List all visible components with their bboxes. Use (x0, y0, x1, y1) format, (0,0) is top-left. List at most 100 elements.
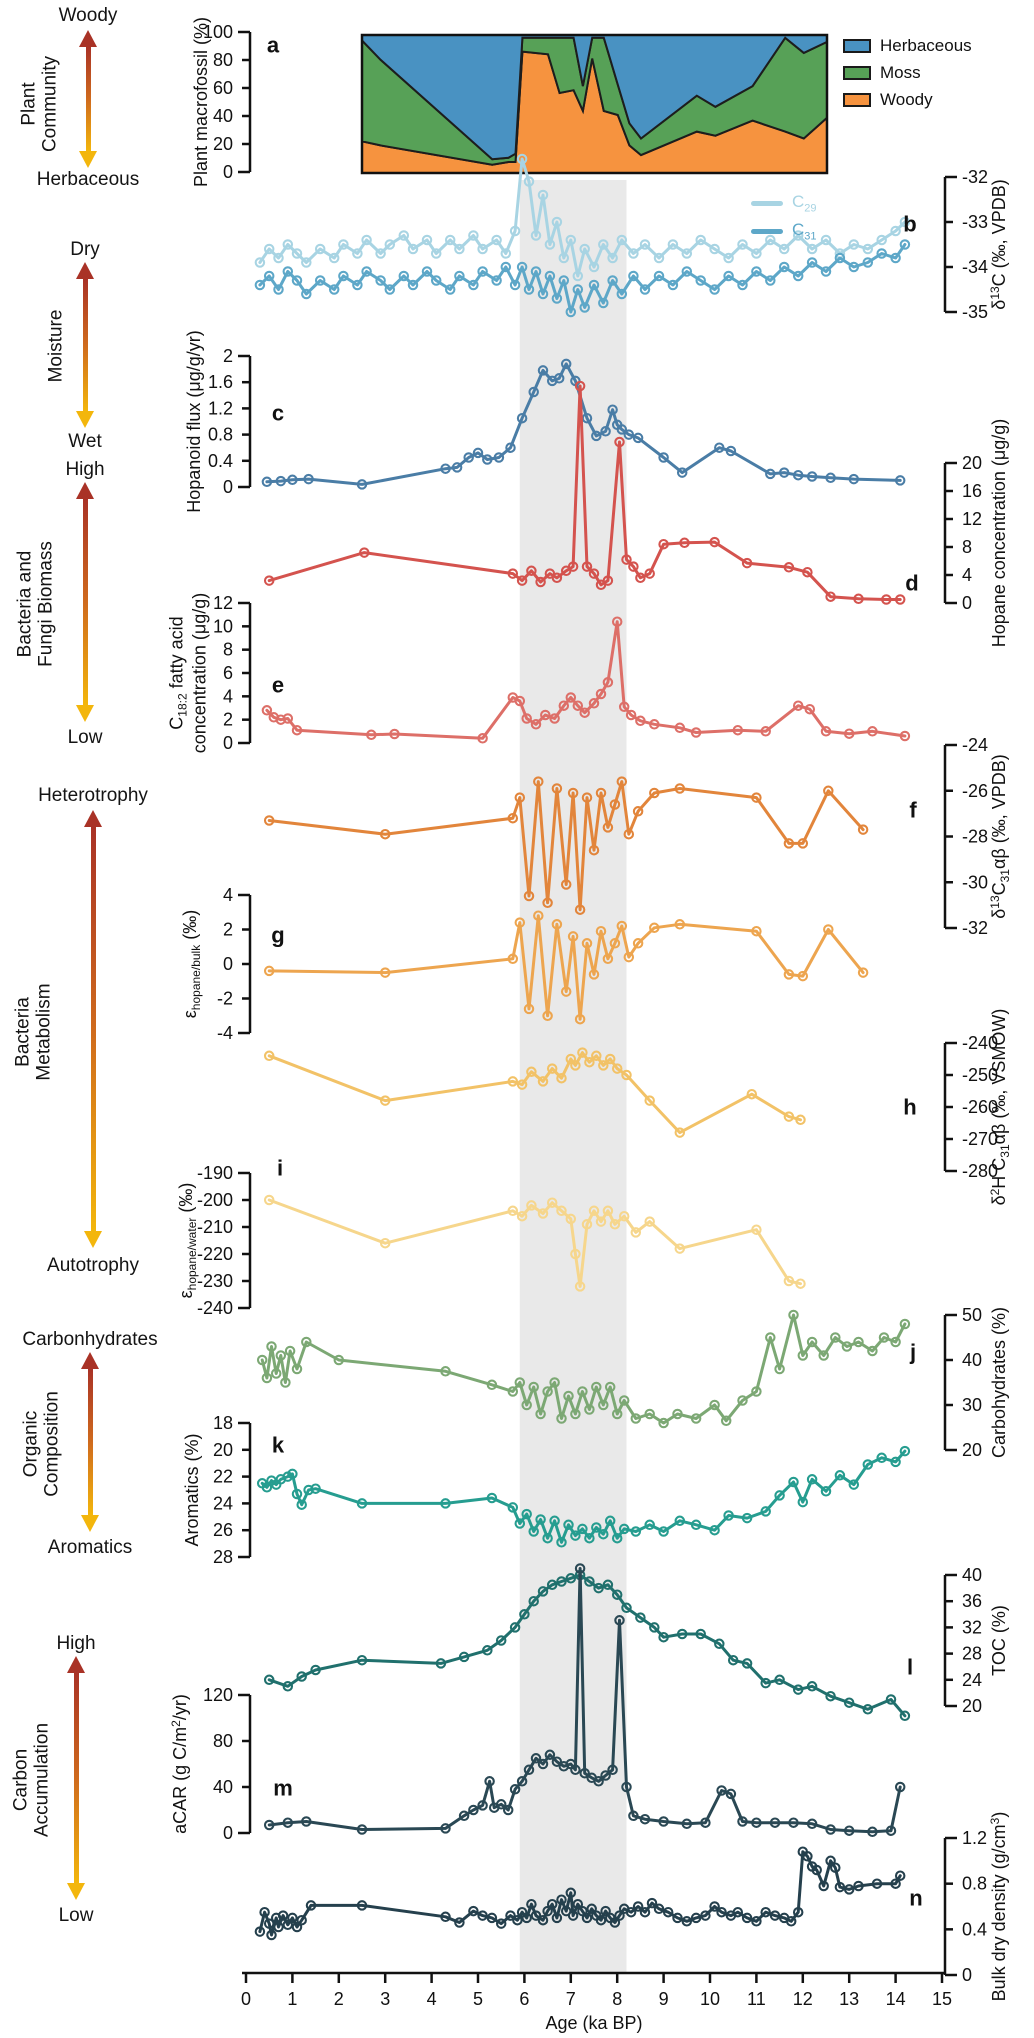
data-point (834, 1470, 846, 1481)
data-point (254, 1926, 266, 1937)
data-point (574, 380, 586, 392)
axis-tick-label: -33 (962, 212, 988, 232)
data-point (542, 1905, 553, 1917)
data-point (486, 1379, 498, 1391)
series-C29 (254, 153, 911, 282)
data-point (303, 1484, 314, 1496)
annotation-bottom-label: Herbaceous (36, 169, 140, 191)
data-point (530, 266, 542, 277)
data-point (570, 1248, 581, 1260)
axis-title: δ2H C31αβ (‰, VSMOW) (988, 1009, 1012, 1206)
data-point (500, 248, 512, 259)
data-point (778, 243, 790, 255)
data-point (507, 568, 519, 579)
data-point (458, 1810, 470, 1822)
data-point (509, 279, 521, 291)
data-point (263, 1194, 275, 1206)
data-point (644, 568, 655, 579)
data-point (328, 284, 340, 295)
data-point (853, 1336, 864, 1348)
data-point (795, 1114, 806, 1126)
data-point (871, 1878, 883, 1889)
data-point (572, 1898, 584, 1910)
data-point (379, 1095, 391, 1106)
data-point (570, 1530, 581, 1541)
data-point (482, 454, 493, 465)
data-point (435, 1658, 447, 1669)
series-line (267, 1573, 907, 1718)
data-point (737, 239, 748, 250)
data-point (509, 225, 521, 237)
data-point (521, 713, 532, 724)
data-point (792, 700, 804, 711)
series-d13C31ab (263, 776, 869, 915)
data-point (732, 1906, 744, 1918)
data-point (751, 1386, 762, 1397)
data-point (639, 284, 651, 295)
data-point (639, 1813, 651, 1825)
data-point (690, 727, 702, 738)
data-point (806, 1681, 818, 1692)
data-point (254, 257, 266, 268)
data-point (607, 1764, 618, 1776)
data-point (674, 1127, 686, 1138)
data-point (500, 261, 512, 273)
data-point (303, 473, 314, 485)
data-point (584, 1056, 595, 1068)
data-point (797, 1350, 809, 1361)
herbaceous-swatch (843, 39, 871, 53)
panel-letter: h (903, 1095, 916, 1120)
annotation-axis-label: Organic Composition (20, 1391, 63, 1497)
data-point (567, 561, 579, 572)
data-point (621, 1781, 632, 1793)
data-point (611, 616, 623, 627)
data-point (523, 176, 535, 187)
data-point (563, 1519, 574, 1531)
legend-item-c29: C29 (751, 192, 817, 214)
axis-tick-label: -35 (962, 302, 988, 322)
data-point (533, 910, 544, 921)
series-bulk-dry-density (254, 1846, 906, 1941)
axis-tick-label: 26 (213, 1520, 233, 1540)
data-point (802, 566, 813, 578)
data-point (549, 713, 560, 724)
data-point (263, 1819, 275, 1831)
data-point (546, 1063, 558, 1074)
data-point (751, 925, 762, 937)
data-point (263, 965, 275, 977)
axis-tick-label: -200 (197, 1190, 233, 1210)
data-point (521, 1912, 532, 1924)
data-point (611, 1063, 623, 1074)
data-point (398, 230, 410, 241)
axis-tick-label: 20 (213, 1440, 233, 1460)
x-tick-label: 6 (519, 1989, 529, 2009)
data-point (291, 1363, 303, 1375)
data-point (723, 1510, 734, 1521)
data-point (818, 1350, 829, 1361)
data-point (628, 270, 639, 282)
data-point (653, 252, 665, 264)
data-point (783, 562, 795, 573)
data-point (537, 288, 549, 300)
data-point (310, 1483, 321, 1494)
arrow-up-head (79, 30, 97, 47)
data-point (611, 1408, 623, 1420)
arrow-up-head (81, 1352, 99, 1369)
data-point (783, 1275, 795, 1287)
data-point (523, 1764, 535, 1776)
data-point (530, 1753, 542, 1764)
x-tick-label: 15 (932, 1989, 952, 2009)
axis-tick-label: -32 (962, 918, 988, 938)
data-point (823, 785, 834, 797)
data-point (398, 270, 410, 282)
data-point (806, 471, 818, 482)
data-point (732, 724, 744, 736)
data-point (621, 1069, 632, 1081)
data-point (301, 1816, 312, 1827)
data-point (806, 1818, 818, 1830)
data-point (477, 1800, 488, 1811)
data-point (769, 1910, 781, 1921)
panel-letter: c (272, 401, 284, 426)
data-point (690, 1519, 702, 1531)
